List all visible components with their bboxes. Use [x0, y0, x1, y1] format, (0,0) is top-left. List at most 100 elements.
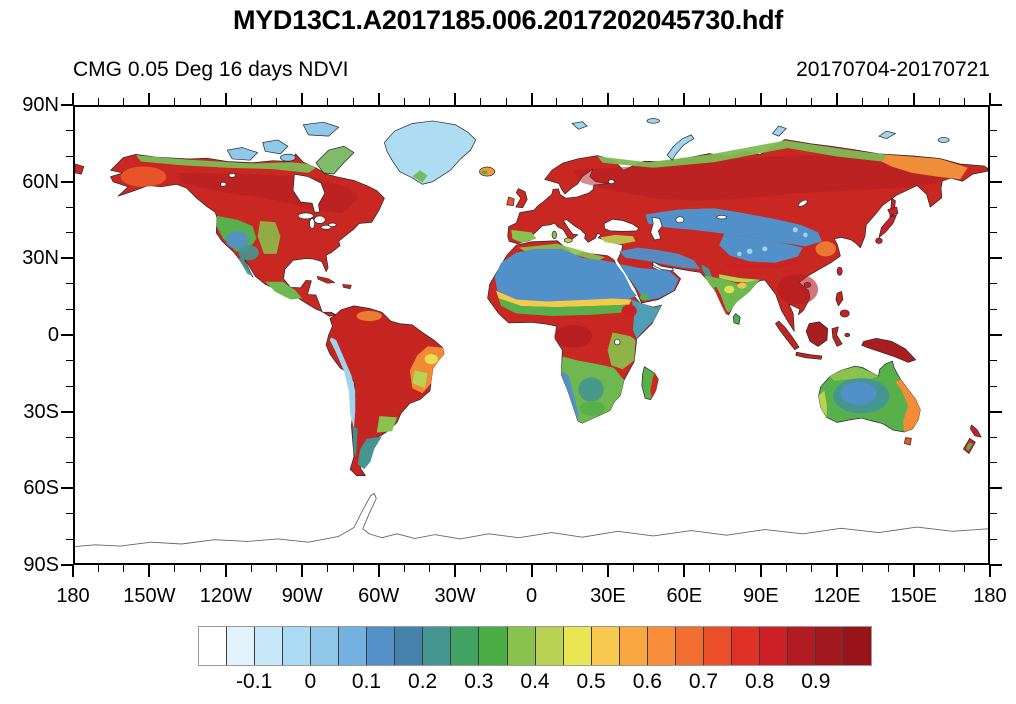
hudson-bay — [292, 173, 326, 213]
y-major-tick — [61, 104, 73, 106]
sri-lanka — [733, 313, 741, 325]
colorbar-label: 0.2 — [408, 670, 438, 693]
y-axis-label: 90S — [23, 554, 59, 576]
colorbar-label: 0.9 — [801, 670, 831, 693]
x-minor-tick — [276, 565, 278, 572]
australia — [818, 360, 982, 454]
y-major-tick — [990, 334, 1002, 336]
nz-south-green — [965, 442, 973, 452]
colorbar-cell — [395, 627, 424, 665]
x-major-tick — [836, 565, 839, 577]
x-minor-tick — [327, 98, 329, 105]
x-minor-tick — [199, 565, 201, 572]
y-major-tick — [61, 410, 73, 413]
arctic-islands — [571, 118, 950, 161]
y-minor-tick — [66, 360, 73, 362]
caatinga-yellow — [424, 354, 438, 365]
east-asia-islands — [733, 197, 899, 325]
y-minor-tick — [990, 155, 997, 157]
x-major-tick — [224, 565, 227, 577]
pampas-green — [376, 416, 398, 433]
y-axis-label: 60N — [22, 170, 59, 193]
colorbar-cell — [759, 627, 788, 665]
y-major-tick — [990, 410, 1002, 413]
y-major-tick — [61, 257, 73, 260]
lake-balkhash — [716, 215, 728, 220]
x-minor-tick — [403, 98, 405, 105]
x-minor-tick — [734, 565, 736, 572]
colorbar-cell — [591, 627, 620, 665]
y-major-tick — [990, 104, 1002, 106]
x-minor-tick — [658, 565, 660, 572]
sumatra — [775, 320, 800, 351]
x-minor-tick — [964, 565, 966, 572]
x-axis-label: 60E — [666, 585, 703, 607]
greenland — [384, 120, 496, 185]
ne-siberia-orange — [881, 154, 968, 180]
colorbar-cell — [535, 627, 564, 665]
horn-of-africa-teal — [631, 299, 662, 339]
antarctica-coastline — [75, 492, 988, 547]
y-major-tick — [990, 564, 1002, 566]
ganges-band — [719, 274, 760, 284]
y-axis-label: 30N — [22, 247, 59, 270]
north-china-orange — [815, 241, 836, 257]
colorbar-label: -0.1 — [236, 670, 273, 693]
x-minor-tick — [581, 565, 583, 572]
y-minor-tick — [990, 385, 997, 387]
great-basin-blue — [225, 231, 249, 249]
sardinia — [551, 230, 557, 240]
y-minor-tick — [66, 513, 73, 515]
x-minor-tick — [581, 98, 583, 105]
canadian-arctic-islands — [226, 121, 355, 175]
great-bear-lake — [220, 181, 227, 187]
mindanao — [839, 309, 850, 318]
x-major-tick — [301, 93, 304, 105]
cerrado-green — [412, 370, 428, 389]
x-minor-tick — [938, 565, 940, 572]
map-plot-frame — [73, 105, 990, 565]
tundra-coast — [135, 155, 316, 173]
nz-north-island — [969, 424, 982, 438]
x-minor-tick — [658, 98, 660, 105]
colorbar-cell — [844, 627, 872, 665]
luzon — [835, 291, 844, 307]
namib-blue — [561, 371, 579, 422]
great-plains — [257, 221, 281, 254]
colorbar-cell — [675, 627, 704, 665]
x-major-tick — [989, 565, 991, 577]
colorbar-label: 0.5 — [576, 670, 606, 693]
x-major-tick — [148, 93, 151, 105]
baja-teal — [238, 256, 253, 276]
colorbar-cell — [479, 627, 508, 665]
x-axis-label: 0 — [525, 585, 538, 607]
colorbar-cell — [451, 627, 480, 665]
colorbar — [198, 626, 872, 666]
australia-interior-blue — [840, 381, 877, 405]
australia-east-orange — [895, 379, 921, 433]
java — [795, 351, 823, 360]
colorbar-cell — [255, 627, 284, 665]
subtitle-right: 20170704-20170721 — [796, 58, 990, 81]
y-minor-tick — [66, 462, 73, 464]
x-axis-label: 180 — [56, 585, 90, 607]
x-minor-tick — [327, 565, 329, 572]
y-minor-tick — [990, 130, 997, 132]
south-africa-green — [579, 400, 606, 417]
y-minor-tick — [990, 513, 997, 515]
new-siberian-islands — [878, 130, 896, 140]
y-minor-tick — [990, 436, 997, 438]
svalbard — [571, 121, 588, 130]
mediterranean-coast-green — [518, 243, 606, 262]
x-major-tick — [301, 565, 304, 577]
x-major-tick — [530, 93, 533, 105]
x-minor-tick — [811, 565, 813, 572]
sicily — [563, 237, 573, 243]
colorbar-cell — [227, 627, 256, 665]
siberia-tundra-green — [597, 140, 887, 168]
honshu — [878, 214, 898, 238]
x-minor-tick — [632, 98, 634, 105]
y-axis-label: 90N — [22, 94, 59, 116]
y-axis-label: 30S — [23, 400, 59, 423]
colorbar-cell — [647, 627, 676, 665]
